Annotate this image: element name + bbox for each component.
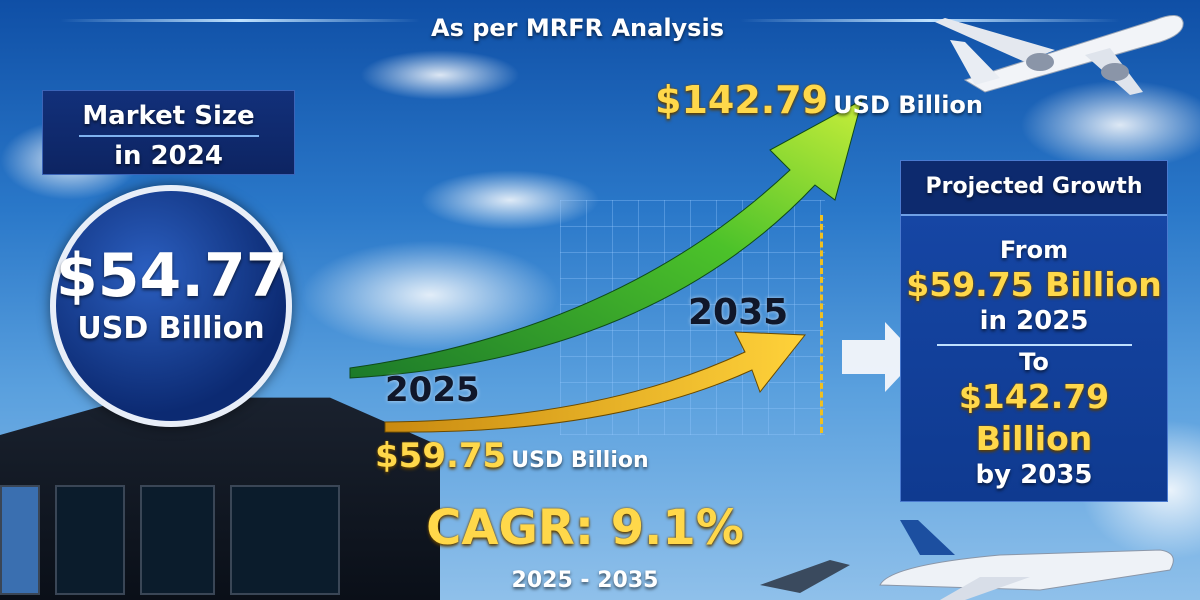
yellow-growth-arrow xyxy=(384,331,806,433)
right-arrow-icon xyxy=(842,322,918,392)
from-value: $59.75 Billion xyxy=(906,265,1162,304)
end-year: 2035 xyxy=(688,292,789,333)
market-size-label-box: Market Size in 2024 xyxy=(42,90,295,175)
cagr-value: CAGR: 9.1% xyxy=(426,500,744,556)
airplanes-icon xyxy=(760,520,1174,600)
divider xyxy=(78,135,259,137)
subtitle: As per MRFR Analysis xyxy=(431,14,724,42)
cockpit-screen xyxy=(55,485,125,595)
projected-growth-title: Projected Growth xyxy=(901,161,1167,216)
cloud xyxy=(360,50,520,100)
cockpit-screen xyxy=(230,485,340,595)
market-size-year: in 2024 xyxy=(114,141,223,171)
divider xyxy=(60,19,420,22)
start-value: $59.75 xyxy=(375,436,507,476)
projected-growth-panel: Projected Growth From $59.75 Billion in … xyxy=(900,160,1168,502)
market-size-badge: $54.77 USD Billion xyxy=(50,185,292,427)
start-year: 2025 xyxy=(385,370,480,410)
market-size-unit: USD Billion xyxy=(77,311,265,346)
to-value: $142.79 Billion xyxy=(958,377,1110,458)
end-value: $142.79 xyxy=(655,78,829,122)
start-unit: USD Billion xyxy=(511,448,649,473)
cagr-period: 2025 - 2035 xyxy=(511,568,659,593)
to-label: To xyxy=(1019,348,1049,376)
cloud xyxy=(1020,80,1200,170)
green-growth-arrow xyxy=(349,99,863,379)
cockpit-screen xyxy=(0,485,40,595)
to-year: by 2035 xyxy=(975,460,1093,490)
start-value-label: $59.75 USD Billion xyxy=(375,436,649,476)
from-label: From xyxy=(999,236,1069,264)
end-value-label: $142.79 USD Billion xyxy=(655,78,983,122)
market-size-value: $54.77 xyxy=(56,241,288,311)
cloud xyxy=(420,170,600,230)
divider xyxy=(936,344,1132,346)
dashed-marker-line xyxy=(820,215,823,433)
divider xyxy=(740,19,1120,22)
cockpit-panel xyxy=(0,397,440,600)
market-size-label: Market Size xyxy=(82,101,255,131)
from-year: in 2025 xyxy=(979,306,1089,336)
cockpit-screen xyxy=(140,485,215,595)
airplane-icon xyxy=(935,15,1184,95)
end-unit: USD Billion xyxy=(833,91,983,119)
